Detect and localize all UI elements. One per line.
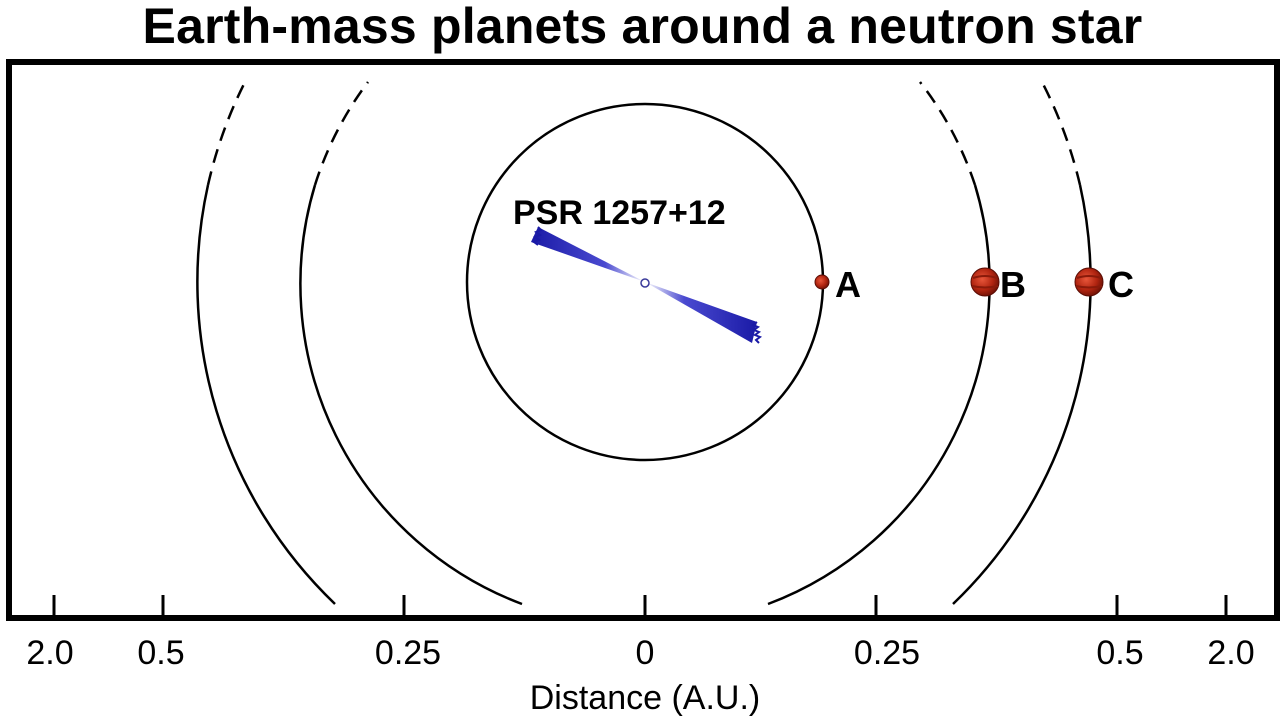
pulsar-beam-left-fringe [531,226,543,246]
planet-c-band [1075,275,1103,289]
x-axis-tick-labels: 2.0 0.5 0.25 0 0.25 0.5 2.0 [26,634,1254,672]
tick-label-2: 0.25 [375,634,441,672]
orbit-c-left [196,184,336,605]
planet-a [814,274,830,290]
tick-label-4: 0.25 [854,634,920,672]
star-label: PSR 1257+12 [513,194,726,232]
orbit-c-right-dashed [1040,81,1082,186]
planet-b [970,267,1000,297]
planet-b-label: B [1000,264,1026,305]
orbit-c-right [952,184,1092,605]
pulsar-beam-left [531,227,645,282]
planet-b-body [970,267,1000,297]
orbit-b-right [767,184,991,606]
pulsar-beam-right [645,282,757,343]
orbit-b-right-dashed [919,81,977,186]
tick-label-6: 2.0 [1207,634,1254,672]
planet-a-label: A [835,264,861,305]
orbit-b-left-dashed [313,81,369,186]
diagram-title: Earth-mass planets around a neutron star [142,0,1143,54]
plot-frame [6,59,1280,621]
tick-label-1: 0.5 [137,634,184,672]
planet-c-body [1074,267,1104,297]
pulsar-beams [531,226,763,344]
orbit-c-left-dashed [206,81,247,186]
tick-label-3: 0 [636,634,655,672]
orbit-b-left [299,184,523,606]
planet-c-label: C [1108,264,1134,305]
neutron-star [640,278,650,288]
planet-b-band [971,275,999,289]
tick-label-5: 0.5 [1096,634,1143,672]
x-axis-title: Distance (A.U.) [529,679,761,717]
pulsar-beam-right-fringe [750,321,763,344]
x-axis-ticks [52,595,1228,620]
tick-label-0: 2.0 [26,634,73,672]
planet-c [1074,267,1104,297]
planet-a-body [814,274,830,290]
